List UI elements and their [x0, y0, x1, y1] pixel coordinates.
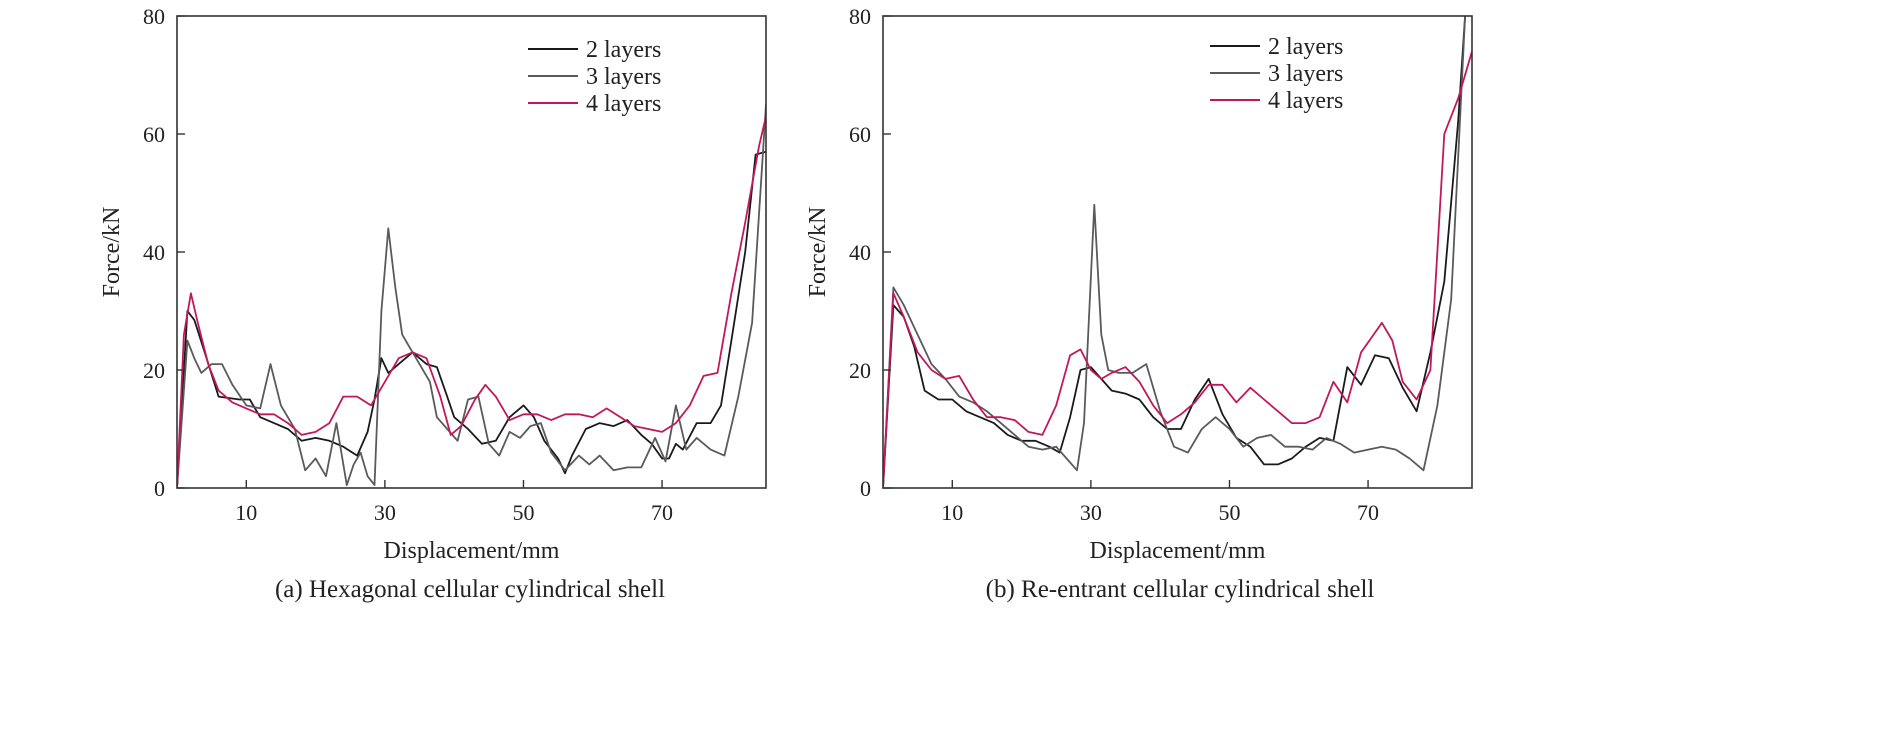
chart-panel-a: 0 20 40 60 80 10 30 50 70 Displacement/mm Force/kN… [99, 4, 767, 603]
y-tick-label: 80 [143, 4, 165, 29]
x-tick-label: 50 [1218, 500, 1240, 525]
x-tick-label: 70 [651, 500, 673, 525]
y-tick-label: 80 [849, 4, 871, 29]
x-axis-title: Displacement/mm [384, 538, 560, 564]
y-tick-label: 0 [860, 476, 871, 501]
y-tick-label: 0 [154, 476, 165, 501]
y-tick-label: 20 [143, 358, 165, 383]
y-tick-label: 40 [143, 240, 165, 265]
legend-label: 2 layers [586, 37, 661, 63]
y-axis-title: Force/kN [99, 207, 125, 298]
y-tick-label: 60 [849, 122, 871, 147]
series-line-3-layers [883, 16, 1466, 488]
x-tick-label: 70 [1357, 500, 1379, 525]
x-axis-title: Displacement/mm [1090, 538, 1266, 564]
x-tick-label: 10 [941, 500, 963, 525]
series-line-4-layers [883, 51, 1472, 488]
plot-frame [176, 15, 767, 489]
legend-label: 3 layers [586, 64, 661, 90]
series-line-2-layers [883, 16, 1466, 488]
legend-label: 4 layers [586, 91, 661, 117]
legend-label: 3 layers [1268, 61, 1343, 87]
series-group [883, 16, 1472, 488]
series-line-3-layers [177, 104, 766, 488]
y-tick-label: 40 [849, 240, 871, 265]
series-line-2-layers [177, 150, 766, 488]
x-tick-label: 50 [512, 500, 534, 525]
x-tick-label: 30 [374, 500, 396, 525]
series-group [177, 104, 766, 488]
y-tick-label: 60 [143, 122, 165, 147]
x-tick-label: 30 [1080, 500, 1102, 525]
chart-panel-b: 0 20 40 60 80 10 30 50 70 Displacement/mm Force/kN… [805, 4, 1473, 603]
legend-label: 2 layers [1268, 34, 1343, 60]
x-tick-label: 10 [235, 500, 257, 525]
y-axis-title: Force/kN [805, 207, 831, 298]
y-tick-label: 20 [849, 358, 871, 383]
series-line-4-layers [177, 116, 766, 488]
legend-label: 4 layers [1268, 88, 1343, 114]
panel-caption: (b) Re-entrant cellular cylindrical shel… [986, 576, 1375, 603]
panel-caption: (a) Hexagonal cellular cylindrical shell [275, 576, 665, 603]
